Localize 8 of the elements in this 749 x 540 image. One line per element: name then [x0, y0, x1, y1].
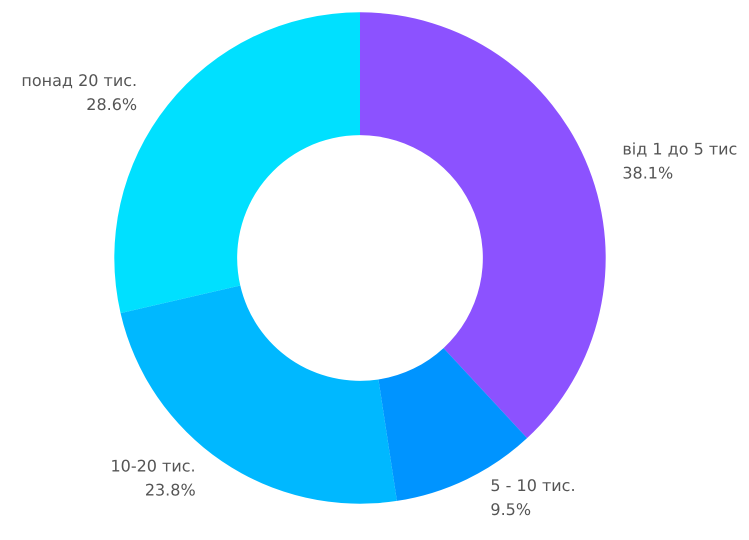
slice-label: понад 20 тис. [21, 71, 138, 90]
data-label: 9.5% [490, 500, 532, 519]
data-label: 38.1% [622, 163, 674, 182]
slice-label: від 1 до 5 тис [622, 139, 738, 158]
slice-label: 5 - 10 тис. [490, 476, 576, 495]
data-label: 28.6% [86, 95, 138, 114]
slice-label: 10-20 тис. [110, 456, 196, 476]
data-label: 23.8% [144, 480, 196, 500]
